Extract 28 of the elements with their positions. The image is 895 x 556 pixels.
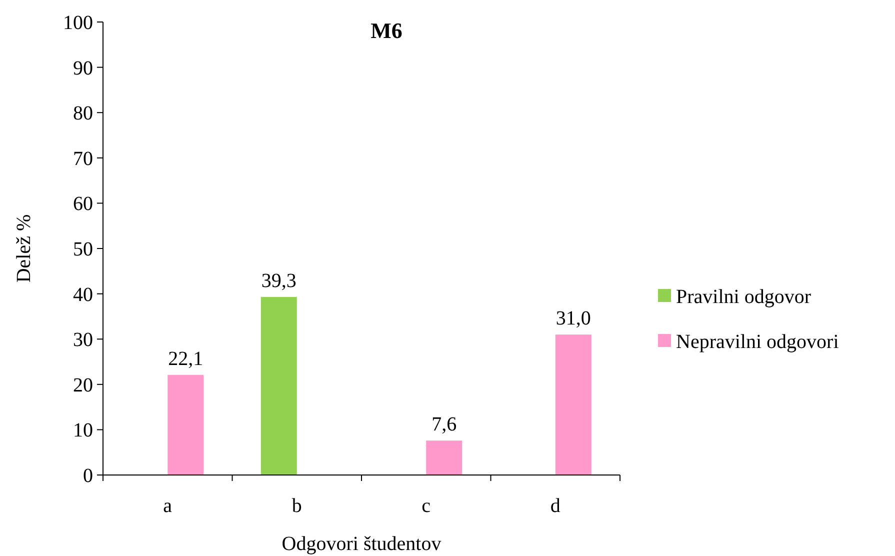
legend-label: Pravilni odgovor: [676, 286, 812, 308]
y-tick-label: 70: [73, 148, 93, 170]
data-label: 22,1: [168, 348, 204, 370]
legend-label: Nepravilni odgovori: [676, 331, 840, 353]
y-tick-label: 0: [83, 465, 93, 487]
y-tick-label: 30: [73, 329, 93, 352]
data-label: 31,0: [556, 308, 591, 330]
x-tick-label: b: [292, 495, 302, 517]
y-axis-title: Delež %: [13, 214, 35, 283]
y-tick-label: 20: [73, 374, 93, 396]
y-tick-label: 40: [73, 284, 93, 306]
chart-title: M6: [370, 18, 402, 43]
y-tick-label: 60: [73, 193, 93, 216]
y-tick-label: 50: [73, 238, 93, 260]
bar: [168, 374, 204, 475]
y-tick-label: 10: [73, 420, 93, 442]
data-label: 39,3: [261, 270, 296, 292]
data-label: 7,6: [432, 414, 457, 436]
y-tick-label: 100: [63, 12, 93, 34]
bar: [260, 296, 297, 475]
bar: [555, 334, 592, 475]
x-tick-label: c: [422, 495, 431, 517]
bar: [426, 440, 462, 475]
x-axis-title: Odgovori študentov: [282, 533, 442, 555]
y-tick-label: 80: [73, 102, 93, 125]
y-tick-label: 90: [73, 57, 93, 80]
x-tick-label: d: [550, 495, 560, 517]
x-tick-label: a: [163, 495, 172, 517]
